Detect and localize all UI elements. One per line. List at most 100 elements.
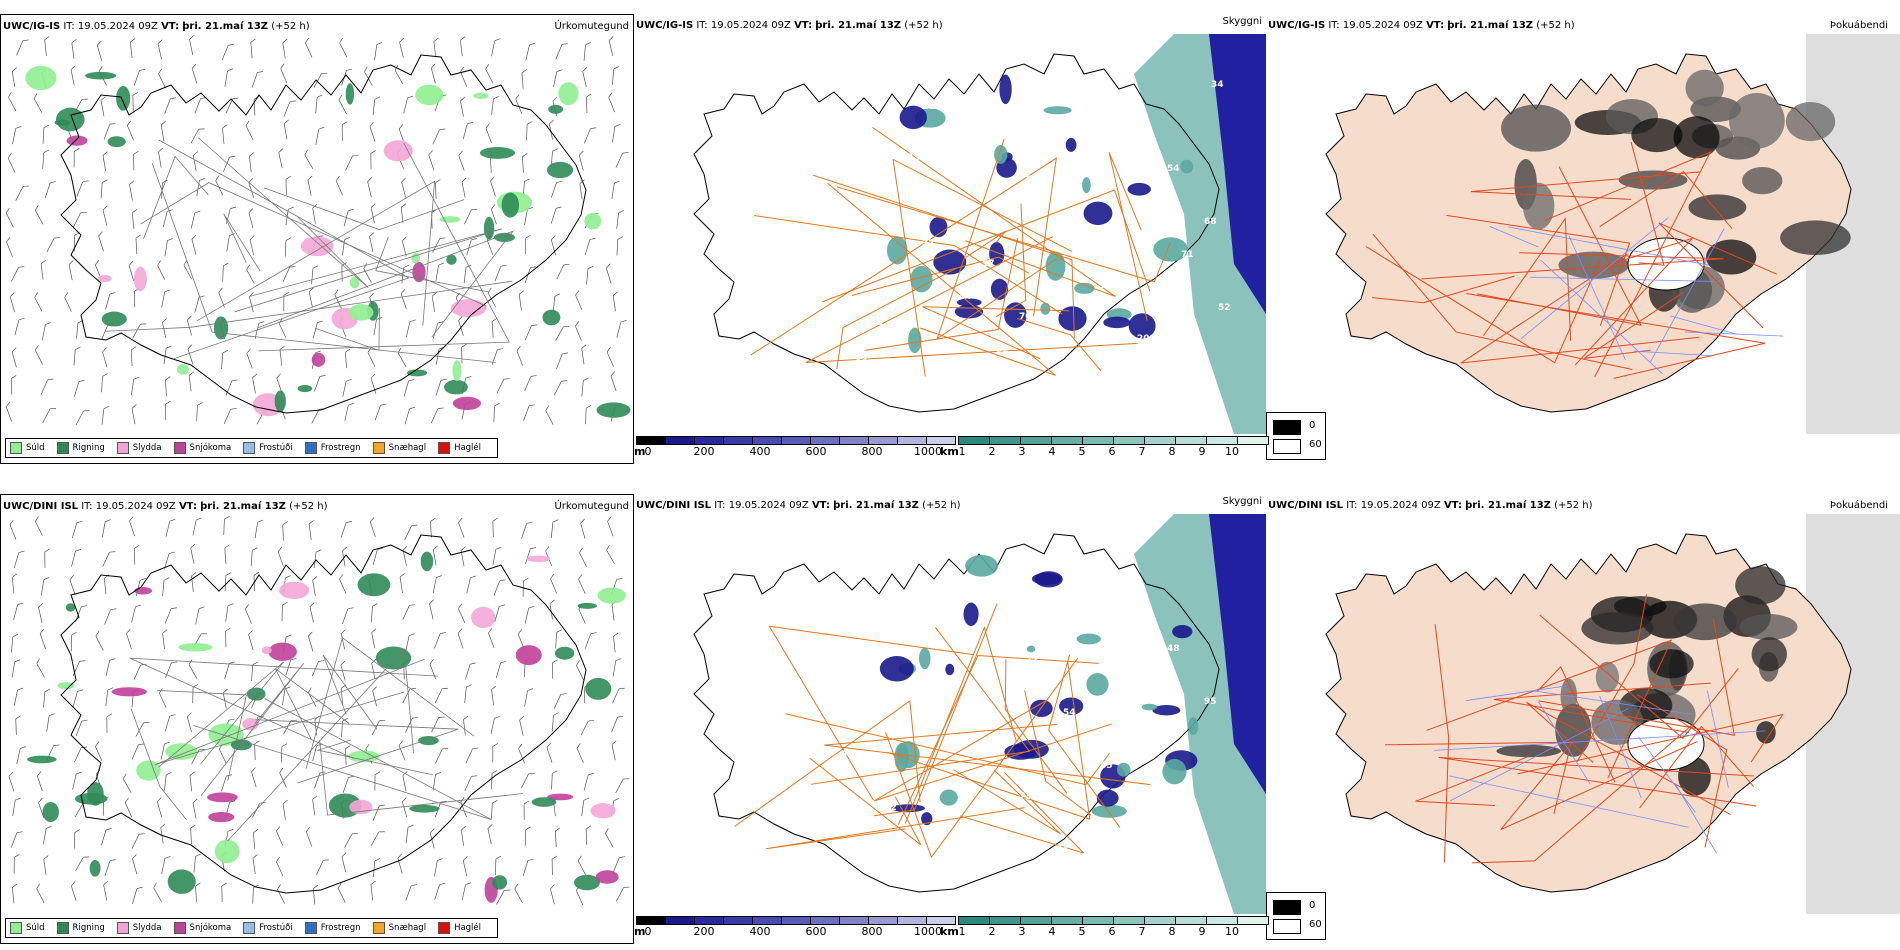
wind-barb [43,855,49,876]
road [805,236,1138,363]
precip-area [25,65,57,91]
scale-swatch [926,436,956,445]
wind-barb [38,603,44,623]
wind-barb [611,715,624,733]
wind-barb [431,716,445,732]
wind-barb [164,772,172,791]
scale-swatch [1082,916,1113,925]
scale-tick-label: 2 [988,445,996,458]
wind-barb [10,831,23,848]
scale-tick-label: 8 [1168,925,1176,938]
fog-area [1618,170,1688,190]
visibility-value: 13 [1144,197,1157,207]
wind-barb [312,795,318,816]
wind-barb [494,264,507,282]
wind-barb [555,629,562,649]
coastline [60,54,587,414]
wind-barb [488,628,495,648]
legend-item-7: Haglél [438,922,481,934]
wind-barb [12,797,21,817]
wind-barb [401,236,407,257]
visibility-value: 91 [996,345,1009,355]
wind-barb [546,742,553,763]
visibility-value: 85 [1100,761,1113,771]
precip-area [542,309,561,326]
precip-area [450,299,487,317]
precip-area [585,677,612,700]
wind-barb [578,574,586,595]
visibility-value: 71 [1181,250,1194,260]
scale-tick-label: 1000 [914,925,942,938]
wind-barb [403,379,415,397]
legend-swatch [304,922,317,934]
wind-barb [252,802,266,818]
wind-barb [580,518,586,539]
wind-barb [38,797,45,818]
wind-barb [95,741,103,762]
wind-barb [104,859,116,877]
wind-barb [35,516,43,536]
road [223,213,261,272]
wind-barb [491,317,498,338]
scale-tick-label: 800 [861,445,883,458]
visibility-area [965,554,998,577]
wind-barb [342,546,348,567]
panel-title: Þokuábendi [1829,20,1888,31]
precip-area [261,646,272,655]
scale-tick-label: 200 [693,925,715,938]
wind-barb [314,375,326,392]
wind-barb [550,884,555,905]
visibility-value: 54 [1063,708,1076,718]
panel-title: Úrkomutegund [554,501,629,512]
wind-barb [339,37,348,58]
wind-barb [432,128,446,145]
wind-barb [308,687,317,707]
wind-barb [222,262,229,282]
wind-barb [584,237,596,255]
wind-barb [102,151,108,172]
wind-barb [435,179,441,199]
fog-area [1501,104,1572,152]
wind-barb [132,886,143,905]
wind-barb [585,93,592,114]
river [1529,276,1714,282]
wind-barb [126,120,134,141]
precip-area [97,274,112,283]
visibility-value: 43 [952,549,965,559]
wind-barb [315,126,325,145]
road [1108,152,1148,321]
visibility-map: 97 89 87 54 47 73 54 48 52 48 95 90 112 49 43 07 71 54 85 5… [693,514,1266,914]
wind-barb [401,797,408,818]
road [255,719,459,784]
precip-area [208,812,235,823]
wind-barb [279,345,285,366]
wind-barb [43,688,51,708]
river [1449,775,1689,828]
wind-barb [490,716,500,735]
wind-barb [584,127,597,144]
visibility-value: 07 [989,602,1002,612]
road [851,256,1030,296]
wind-barb [465,747,479,764]
precip-area [577,602,598,609]
visibility-value: 19 [908,153,921,163]
visibility-scale-km-row2 [958,916,1269,925]
wind-barb [464,208,478,225]
wind-barb [126,628,132,649]
wind-barb [131,376,140,396]
wind-barb [578,150,584,171]
road [864,237,1019,351]
precip-area [526,555,551,563]
fog-area [1785,102,1836,142]
river [1508,226,1709,266]
precip-area [452,396,482,411]
precip-area [483,216,495,240]
legend-item-3: Snjókoma [173,442,231,454]
wind-barb [398,740,406,761]
wind-barb [553,380,568,396]
road [995,203,1027,318]
scale-tick-label: 2 [988,925,996,938]
wind-barb [44,36,50,56]
wind-barb [435,262,445,281]
scale-swatch [1082,436,1113,445]
